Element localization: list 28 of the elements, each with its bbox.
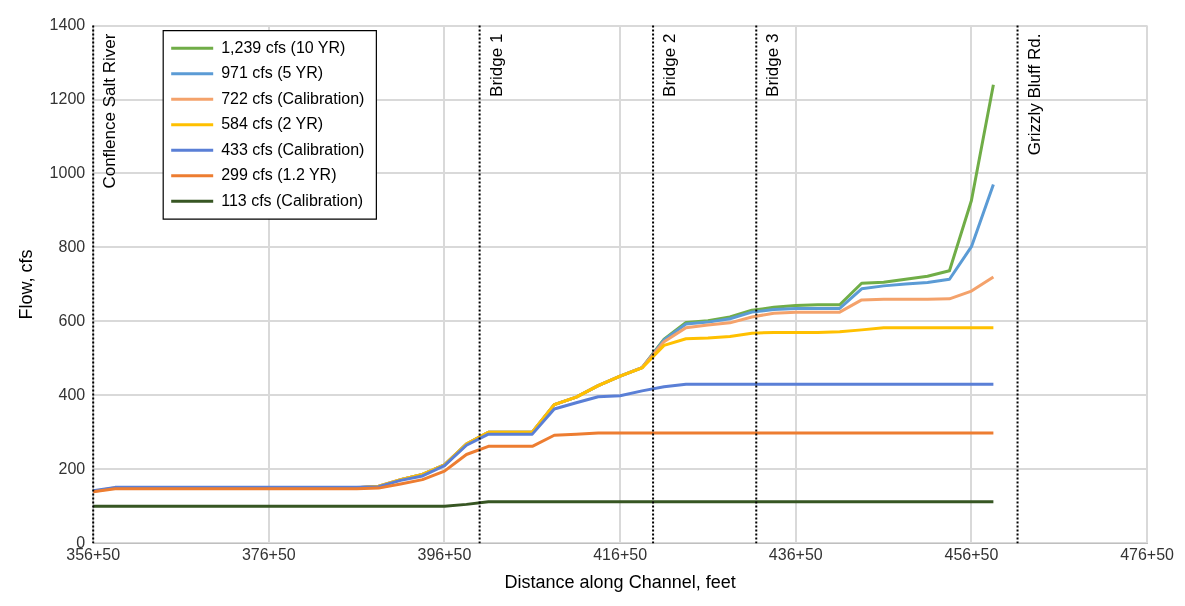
annotation: Bridge 2	[660, 33, 680, 97]
legend-label: 971 cfs (5 YR)	[221, 64, 324, 82]
y-tick-label: 400	[58, 385, 86, 403]
y-tick-label: 600	[58, 311, 86, 329]
legend-label: 1,239 cfs (10 YR)	[221, 38, 346, 56]
y-tick-label: 1000	[49, 163, 86, 181]
x-tick-label: 476+50	[1120, 546, 1175, 564]
y-axis-title: Flow, cfs	[15, 249, 36, 320]
legend-label: 299 cfs (1.2 YR)	[221, 166, 337, 184]
annotation: Grizzly Bluff Rd.	[1024, 33, 1044, 156]
x-tick-label: 396+50	[417, 546, 472, 564]
x-tick-label: 436+50	[768, 546, 823, 564]
annotation: Conflence Salt River	[100, 33, 120, 189]
x-tick-label: 416+50	[593, 546, 648, 564]
annotation: Bridge 1	[486, 33, 506, 97]
y-tick-label: 800	[58, 237, 86, 255]
legend-label: 113 cfs (Calibration)	[221, 191, 364, 209]
x-tick-label: 376+50	[241, 546, 296, 564]
x-tick-label: 456+50	[944, 546, 999, 564]
y-tick-label: 1400	[49, 16, 86, 34]
legend-label: 584 cfs (2 YR)	[221, 115, 324, 133]
legend-label: 433 cfs (Calibration)	[221, 140, 365, 158]
annotation: Bridge 3	[763, 33, 783, 97]
y-tick-label: 200	[58, 459, 86, 477]
x-tick-label: 356+50	[66, 546, 121, 564]
x-axis-title: Distance along Channel, feet	[504, 572, 736, 593]
y-tick-label: 1200	[49, 89, 86, 107]
legend-label: 722 cfs (Calibration)	[221, 89, 365, 107]
